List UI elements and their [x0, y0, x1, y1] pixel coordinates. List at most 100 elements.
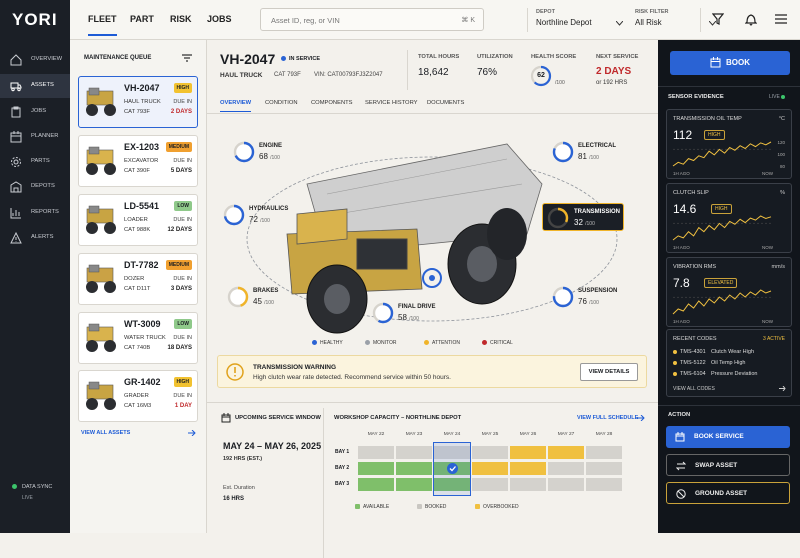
component-name: ELECTRICAL	[578, 143, 616, 149]
capacity-cell[interactable]	[586, 478, 622, 491]
capacity-cell[interactable]	[358, 478, 394, 491]
capacity-cell[interactable]	[472, 446, 508, 459]
component-value: 81	[578, 152, 587, 161]
view-all-codes-link[interactable]: VIEW ALL CODES	[673, 386, 715, 392]
legend-swatch-icon	[475, 504, 480, 510]
arrow-right-icon[interactable]	[637, 415, 645, 421]
component-value: 45	[253, 297, 262, 306]
sidebar-item-depots[interactable]: DEPOTS	[0, 175, 70, 199]
filter-icon[interactable]	[712, 13, 724, 25]
depot-value: Northline Depot	[536, 18, 592, 27]
queue-card[interactable]: EX-1203 EXCAVATOR CAT 390F MEDIUM DUE IN 5 DA…	[78, 135, 198, 187]
capacity-cell[interactable]	[510, 478, 546, 491]
legend-monitor: MONITOR	[365, 340, 397, 346]
app-logo[interactable]: YORI	[12, 10, 58, 29]
sidebar-item-alerts[interactable]: ALERTS	[0, 226, 70, 250]
capacity-cell[interactable]	[548, 446, 584, 459]
sort-icon[interactable]	[182, 54, 192, 62]
bell-icon[interactable]	[745, 13, 757, 26]
component-score: 45 /100	[253, 297, 274, 306]
capacity-cell[interactable]	[434, 446, 470, 459]
sensor-unit: mm/s	[771, 264, 785, 270]
tab-documents[interactable]: DOCUMENTS	[427, 100, 465, 106]
selected-day-highlight[interactable]	[433, 442, 471, 496]
sidebar-item-reports[interactable]: REPORTS	[0, 201, 70, 225]
truck-schematic	[246, 143, 618, 334]
tab-jobs[interactable]: JOBS	[207, 14, 232, 24]
capacity-cell[interactable]	[396, 478, 432, 491]
view-all-assets-link[interactable]: VIEW ALL ASSETS	[81, 430, 131, 436]
menu-icon[interactable]	[775, 14, 787, 24]
sidebar-item-overview[interactable]: OVERVIEW	[0, 48, 70, 72]
capacity-cell[interactable]	[510, 446, 546, 459]
component-name: HYDRAULICS	[249, 206, 289, 212]
active-codes-count: 3 ACTIVE	[763, 336, 785, 342]
capacity-cell[interactable]	[586, 446, 622, 459]
due-label: DUE IN	[173, 276, 192, 282]
component-value: 68	[259, 152, 268, 161]
queue-asset-id: EX-1203	[124, 142, 160, 152]
capacity-cell[interactable]	[472, 478, 508, 491]
capacity-cell[interactable]	[548, 478, 584, 491]
capacity-title: WORKSHOP CAPACITY – NORTHLINE DEPOT	[334, 415, 462, 421]
data-sync-status: DATA SYNC LIVE	[12, 483, 52, 501]
capacity-cell[interactable]	[396, 446, 432, 459]
book-service-button[interactable]: BOOK SERVICE	[666, 426, 790, 448]
legend-label: ATTENTION	[432, 340, 460, 346]
book-button[interactable]: BOOK	[670, 51, 790, 75]
y-axis-top: 120	[777, 140, 785, 145]
sensor-card[interactable]: CLUTCH SLIP% 14.6 HIGH 1H AGO NOW	[666, 183, 792, 253]
sensor-sparkline	[672, 289, 772, 315]
sidebar-item-parts[interactable]: PARTS	[0, 150, 70, 174]
capacity-cell[interactable]	[586, 462, 622, 475]
capacity-cell[interactable]	[434, 478, 470, 491]
capacity-cell[interactable]	[358, 446, 394, 459]
capacity-cell[interactable]	[396, 462, 432, 475]
tab-overview[interactable]: OVERVIEW	[220, 100, 252, 112]
queue-card[interactable]: VH-2047 HAUL TRUCK CAT 793F HIGH DUE IN 2 DAY…	[78, 76, 198, 128]
capacity-bay-label: BAY 1	[335, 449, 350, 455]
queue-card[interactable]: DT-7782 DOZER CAT D11T MEDIUM DUE IN 3 DAYS	[78, 253, 198, 305]
search-input[interactable]: Asset ID, reg, or VIN ⌘ K	[260, 8, 484, 31]
warning-text: High clutch wear rate detected. Recommen…	[253, 374, 451, 381]
sidebar-item-jobs[interactable]: JOBS	[0, 100, 70, 124]
capacity-bay-label: BAY 2	[335, 465, 350, 471]
tab-risk[interactable]: RISK	[170, 14, 192, 24]
code-row[interactable]: TMS-4301 Clutch Wear High	[673, 349, 754, 355]
tab-service-history[interactable]: SERVICE HISTORY	[365, 100, 418, 106]
sensor-card[interactable]: TRANSMISSION OIL TEMP °C 112 HIGH 120 100 80 1H…	[666, 109, 792, 179]
queue-card[interactable]: WT-3009 WATER TRUCK CAT 740B LOW DUE IN 18 DA…	[78, 312, 198, 364]
sidebar-item-assets[interactable]: ASSETS	[0, 74, 70, 98]
queue-card[interactable]: GR-1402 GRADER CAT 16M3 HIGH DUE IN 1 DAY	[78, 370, 198, 422]
component-gauge-transmission[interactable]: TRANSMISSION 32 /100	[542, 203, 624, 231]
arrow-right-icon[interactable]	[779, 386, 786, 391]
code-row[interactable]: TMS-6104 Pressure Deviation	[673, 371, 757, 377]
tab-condition[interactable]: CONDITION	[265, 100, 298, 106]
swap-asset-button[interactable]: SWAP ASSET	[666, 454, 790, 476]
legend-overbooked: OVERBOOKED	[475, 504, 519, 510]
view-full-schedule-link[interactable]: VIEW FULL SCHEDULE	[577, 415, 639, 421]
risk-filter-select[interactable]: RISK FILTER All Risk	[635, 9, 716, 27]
tab-part[interactable]: PART	[130, 14, 154, 24]
depot-select[interactable]: DEPOT Northline Depot	[536, 9, 624, 27]
ground-asset-button[interactable]: GROUND ASSET	[666, 482, 790, 504]
capacity-cell[interactable]	[548, 462, 584, 475]
capacity-cell[interactable]	[510, 462, 546, 475]
sensor-card[interactable]: VIBRATION RMS mm/s 7.8 ELEVATED 1H AGO NOW	[666, 257, 792, 327]
queue-asset-model: CAT 793F	[124, 109, 150, 115]
tab-components[interactable]: COMPONENTS	[311, 100, 353, 106]
queue-card[interactable]: LD-5541 LOADER CAT 988K LOW DUE IN 12 DAYS	[78, 194, 198, 246]
sidebar-item-planner[interactable]: PLANNER	[0, 125, 70, 149]
arrow-right-icon[interactable]	[188, 430, 196, 436]
code-dot-icon	[673, 371, 677, 376]
code-row[interactable]: TMS-5122 Oil Temp High	[673, 360, 745, 366]
view-details-button[interactable]: VIEW DETAILS	[580, 363, 638, 381]
capacity-cell[interactable]	[472, 462, 508, 475]
capacity-day-label: MAY 24	[443, 432, 461, 437]
tab-fleet[interactable]: FLEET	[88, 14, 117, 36]
capacity-bay-label: BAY 3	[335, 481, 350, 487]
code-desc: Pressure Deviation	[711, 371, 758, 377]
capacity-cell[interactable]	[358, 462, 394, 475]
component-score: 58 /100	[398, 313, 419, 322]
component-den: /100	[409, 316, 419, 322]
